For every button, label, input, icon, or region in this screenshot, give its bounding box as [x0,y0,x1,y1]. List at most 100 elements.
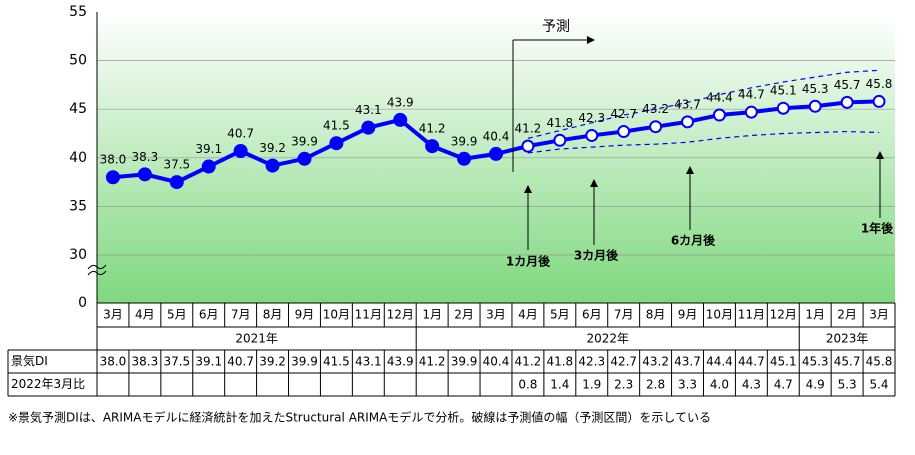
year-label: 2023年 [826,332,869,346]
table-cell: 2.3 [614,378,633,392]
table-cell: 2.8 [646,378,665,392]
row-header: 2022年3月比 [11,377,85,391]
point [585,128,599,142]
point [105,170,120,185]
year-label: 2021年 [235,332,278,346]
point [649,120,663,134]
table-cell: 41.2 [419,355,446,369]
data-label: 37.5 [163,158,190,172]
x-tick-label: 2月 [837,308,857,322]
x-tick-label: 3月 [103,308,123,322]
axis-break [87,264,107,276]
footnote: ※景気予測DIは、ARIMAモデルに経済統計を加えたStructural ARI… [8,410,711,425]
interval-line [527,69,880,139]
x-tick-label: 5月 [550,308,570,322]
x-tick-label: 1月 [422,308,442,322]
point [553,133,567,147]
table-cell: 38.0 [100,355,127,369]
data-label: 41.2 [515,122,542,136]
x-tick-label: 7月 [231,308,251,322]
point [137,167,152,182]
y-tick-label: 30 [69,247,87,263]
data-label: 43.9 [387,95,414,109]
data-label: 44.4 [706,91,733,105]
table-cell: 40.7 [227,355,254,369]
point [329,136,344,151]
point [361,120,376,135]
table-cell: 43.2 [642,355,669,369]
point [265,158,280,173]
x-tick-label: 11月 [355,308,382,322]
table-cell: 39.9 [291,355,318,369]
x-tick-label: 11月 [738,308,765,322]
forecast-label: 予測 [542,19,570,35]
data-label: 45.1 [770,84,797,98]
table-cell: 1.9 [582,378,601,392]
table-cell: 4.7 [774,378,793,392]
table-cell: 39.1 [195,355,222,369]
data-label: 45.8 [866,77,893,91]
data-label: 41.8 [546,116,573,130]
point [393,112,408,127]
x-tick-label: 4月 [518,308,538,322]
x-tick-label: 10月 [323,308,350,322]
x-tick-label: 7月 [614,308,634,322]
table-cell: 1.4 [550,378,569,392]
interval-line [527,130,880,154]
table-cell: 45.3 [802,355,829,369]
data-label: 40.7 [227,126,254,140]
table-cell: 40.4 [483,355,510,369]
annotation: 1年後 [861,221,894,236]
x-tick-label: 12月 [387,308,414,322]
data-label: 42.7 [610,107,637,121]
x-tick-label: 5月 [167,308,187,322]
data-label: 43.1 [355,103,382,117]
table-cell: 39.9 [451,355,478,369]
point [233,143,248,158]
data-label: 42.3 [578,111,605,125]
point [712,108,726,122]
y-tick-label: 0 [78,295,87,311]
point [489,146,503,161]
table-cell: 43.9 [387,355,414,369]
data-label: 45.7 [834,78,861,92]
point [776,101,790,115]
data-label: 41.2 [419,122,446,136]
x-tick-label: 9月 [678,308,698,322]
data-label: 43.2 [642,102,669,116]
year-label: 2022年 [586,332,629,346]
x-tick-label: 2月 [454,308,474,322]
table-cell: 45.8 [866,355,893,369]
y-tick-label: 40 [69,150,87,166]
annotation: 1カ月後 [506,254,551,269]
table-cell: 41.5 [323,355,350,369]
data-label: 39.9 [451,134,478,148]
data-label: 44.7 [738,88,765,102]
table-cell: 44.7 [738,355,765,369]
point [297,151,312,166]
table-cell: 37.5 [163,355,190,369]
data-label: 39.2 [259,141,286,155]
data-label: 40.4 [483,129,510,143]
point [201,159,216,174]
table-cell: 43.7 [674,355,701,369]
x-tick-label: 6月 [582,308,602,322]
table-cell: 41.8 [546,355,573,369]
table-cell: 4.3 [742,378,761,392]
data-label: 38.0 [100,153,127,167]
y-tick-label: 50 [69,53,87,69]
x-tick-label: 6月 [199,308,219,322]
x-tick-label: 3月 [486,308,506,322]
data-label: 41.5 [323,119,350,133]
point [681,115,695,129]
data-label: 39.1 [195,142,222,156]
point [169,175,184,190]
x-tick-label: 9月 [295,308,315,322]
x-tick-label: 12月 [770,308,797,322]
annotation: 3カ月後 [574,248,619,263]
row-header: 景気DI [11,353,48,368]
point [617,125,631,139]
point [872,94,886,108]
x-tick-label: 8月 [263,308,283,322]
